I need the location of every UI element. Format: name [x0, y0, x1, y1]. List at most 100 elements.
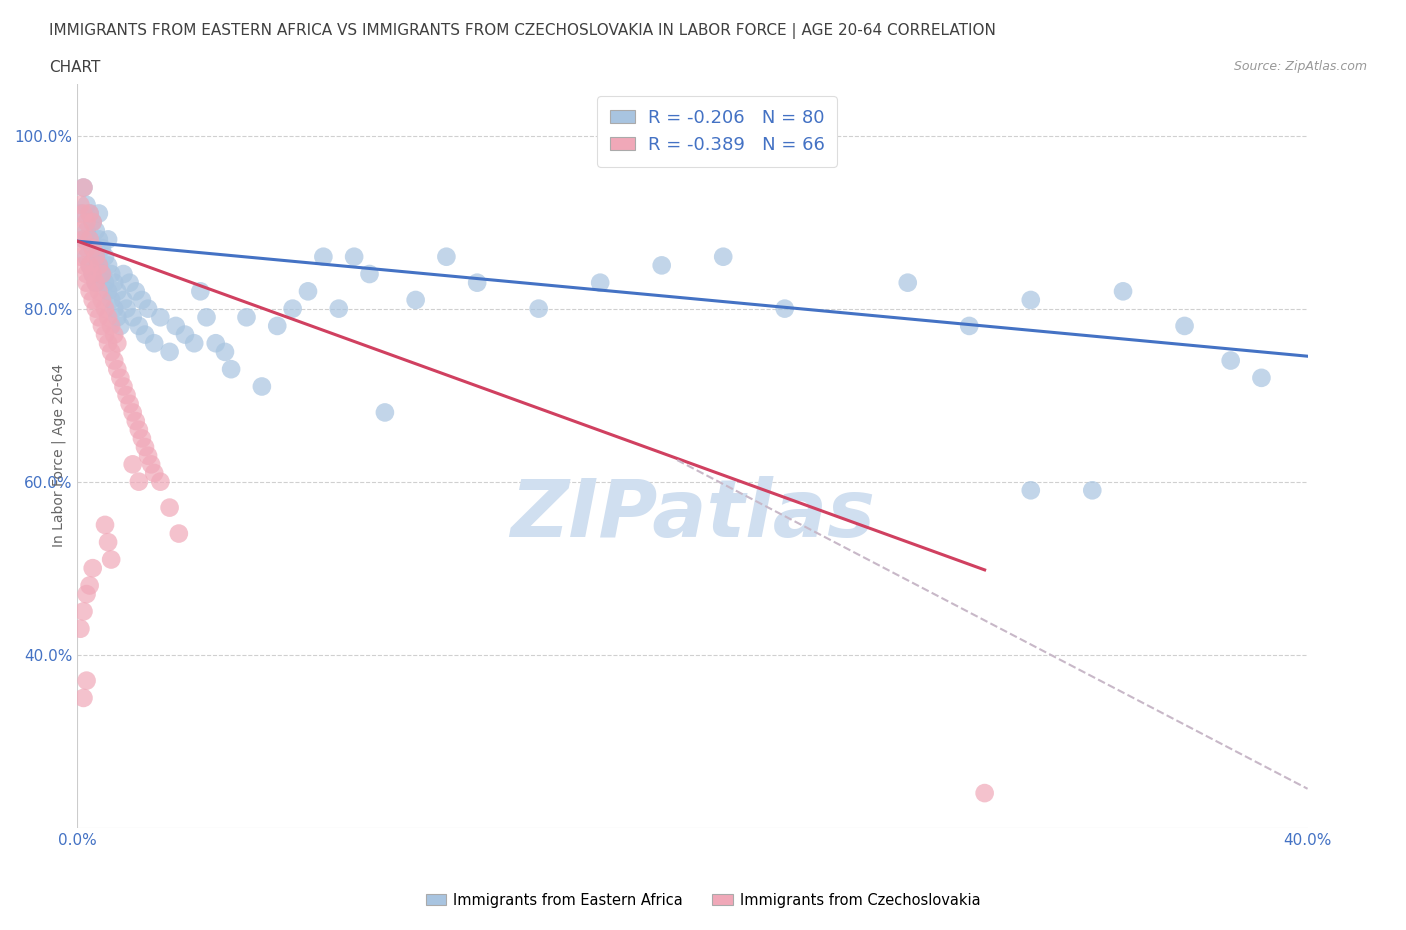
Point [90, 293, 114, 308]
Point [128, 474, 150, 489]
Point [100, 344, 122, 359]
Point [97, 310, 120, 325]
Point [112, 293, 135, 308]
Point [112, 379, 135, 394]
Point [1019, 293, 1042, 308]
Point [651, 258, 673, 272]
Point [1019, 483, 1042, 498]
Point [100, 552, 122, 567]
Legend: R = -0.206   N = 80, R = -0.389   N = 66: R = -0.206 N = 80, R = -0.389 N = 66 [598, 97, 837, 166]
Point [1081, 483, 1104, 498]
Point [100, 293, 122, 308]
Point [235, 310, 257, 325]
Point [84, 301, 107, 316]
Point [79, 232, 101, 246]
Text: Source: ZipAtlas.com: Source: ZipAtlas.com [1233, 60, 1367, 73]
Point [105, 336, 128, 351]
Point [167, 526, 190, 541]
Point [84, 275, 107, 290]
Point [105, 362, 128, 377]
Point [87, 284, 110, 299]
Point [118, 396, 141, 411]
Point [143, 336, 166, 351]
Point [125, 414, 148, 429]
Point [94, 327, 117, 342]
Point [79, 578, 101, 593]
Point [159, 344, 181, 359]
Point [188, 284, 212, 299]
Point [589, 275, 612, 290]
Point [97, 232, 120, 246]
Point [100, 267, 122, 282]
Point [105, 310, 128, 325]
Point [76, 587, 98, 602]
Point [79, 258, 101, 272]
Point [82, 293, 104, 308]
Text: ZIPatlas: ZIPatlas [510, 476, 875, 554]
Point [76, 197, 98, 212]
Point [87, 206, 110, 221]
Point [957, 318, 980, 333]
Point [97, 336, 120, 351]
Point [72, 232, 94, 246]
Point [84, 223, 107, 238]
Point [79, 206, 101, 221]
Point [115, 388, 138, 403]
Point [973, 786, 995, 801]
Point [250, 379, 273, 394]
Point [374, 405, 396, 419]
Point [204, 336, 226, 351]
Point [141, 457, 163, 472]
Point [79, 284, 101, 299]
Point [105, 284, 128, 299]
Point [90, 267, 114, 282]
Y-axis label: In Labor Force | Age 20-64: In Labor Force | Age 20-64 [52, 364, 66, 548]
Point [1174, 318, 1197, 333]
Point [103, 327, 125, 342]
Point [121, 457, 143, 472]
Point [87, 232, 110, 246]
Point [76, 673, 98, 688]
Point [118, 275, 141, 290]
Point [82, 241, 104, 256]
Point [121, 405, 143, 419]
Point [82, 215, 104, 230]
Point [149, 474, 172, 489]
Point [94, 301, 117, 316]
Point [72, 180, 94, 195]
Point [79, 206, 101, 221]
Point [100, 318, 122, 333]
Point [76, 215, 98, 230]
Point [72, 232, 94, 246]
Point [165, 318, 187, 333]
Point [297, 284, 319, 299]
Point [76, 275, 98, 290]
Point [773, 301, 796, 316]
Point [149, 310, 172, 325]
Point [312, 249, 335, 264]
Point [76, 241, 98, 256]
Point [134, 327, 156, 342]
Point [87, 258, 110, 272]
Point [69, 223, 91, 238]
Point [219, 362, 242, 377]
Point [359, 267, 381, 282]
Point [72, 690, 94, 705]
Point [90, 318, 114, 333]
Point [94, 249, 117, 264]
Point [110, 370, 132, 385]
Point [266, 318, 288, 333]
Point [328, 301, 350, 316]
Point [112, 267, 135, 282]
Point [103, 353, 125, 368]
Point [115, 301, 138, 316]
Point [79, 258, 101, 272]
Text: IMMIGRANTS FROM EASTERN AFRICA VS IMMIGRANTS FROM CZECHOSLOVAKIA IN LABOR FORCE : IMMIGRANTS FROM EASTERN AFRICA VS IMMIGR… [49, 23, 995, 39]
Point [1112, 284, 1135, 299]
Point [97, 258, 120, 272]
Point [343, 249, 366, 264]
Point [1219, 353, 1241, 368]
Point [1250, 370, 1272, 385]
Point [128, 422, 150, 437]
Point [128, 318, 150, 333]
